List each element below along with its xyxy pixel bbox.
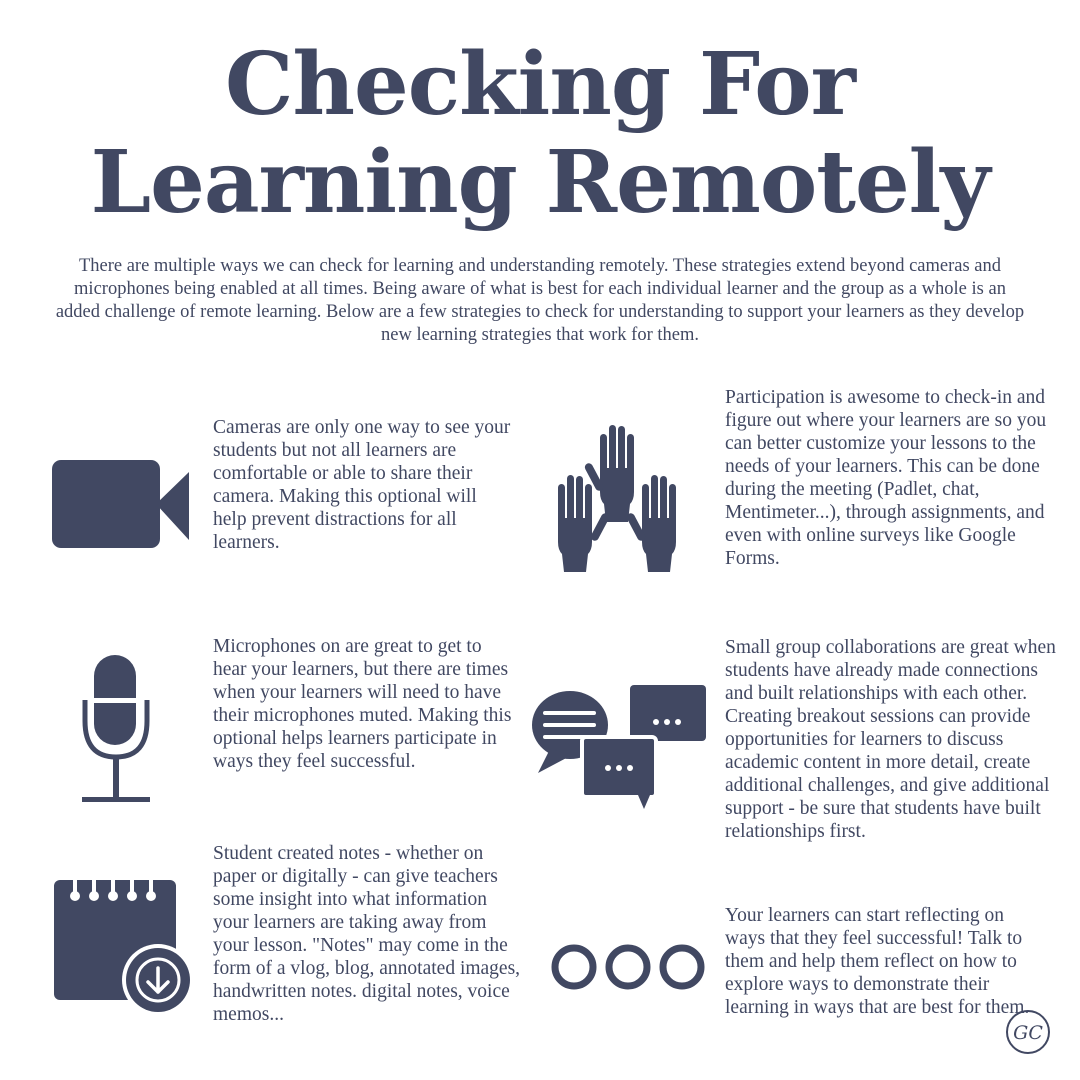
microphone-icon xyxy=(80,655,152,805)
notepad-download-icon xyxy=(52,868,194,1018)
chat-bubbles-icon xyxy=(530,685,710,810)
gc-logo: GC xyxy=(1004,1008,1052,1056)
page-title-line-1: Checking For xyxy=(225,34,856,135)
cameras-strategy-text: Cameras are only one way to see your stu… xyxy=(213,417,511,553)
page-title-line-2: Learning Remotely xyxy=(90,132,991,233)
intro-paragraph: There are multiple ways we can check for… xyxy=(55,256,1025,345)
participation-strategy-text: Participation is awesome to check-in and… xyxy=(725,387,1047,569)
student-notes-strategy-text: Student created notes - whether on paper… xyxy=(213,843,521,1025)
three-circles-icon xyxy=(550,942,708,992)
microphones-strategy-text: Microphones on are great to get to hear … xyxy=(213,636,512,772)
reflection-strategy-text: Your learners can start reflecting on wa… xyxy=(725,905,1030,1018)
video-camera-icon xyxy=(52,460,192,552)
raised-hands-icon xyxy=(548,422,688,577)
logo-text: GC xyxy=(1013,1022,1043,1044)
small-groups-strategy-text: Small group collaborations are great whe… xyxy=(725,637,1056,842)
